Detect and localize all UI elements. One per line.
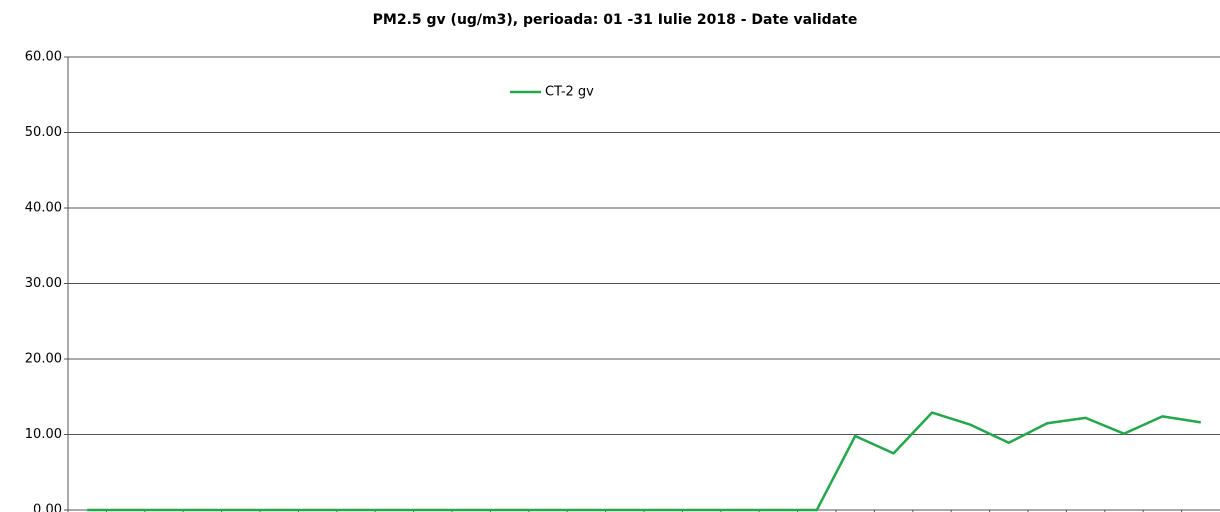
y-tick-label: 10.00	[25, 427, 62, 442]
y-tick-label: 40.00	[25, 201, 62, 216]
y-tick-label: 30.00	[25, 276, 62, 291]
y-tick-label: 60.00	[25, 50, 62, 65]
chart-title: PM2.5 gv (ug/m3), perioada: 01 -31 Iulie…	[373, 12, 858, 28]
y-tick-label: 50.00	[25, 125, 62, 140]
legend-label: CT-2 gv	[545, 85, 594, 100]
y-tick-label: 0.00	[33, 503, 62, 512]
data-line	[87, 411, 1201, 512]
y-tick-label: 20.00	[25, 352, 62, 367]
